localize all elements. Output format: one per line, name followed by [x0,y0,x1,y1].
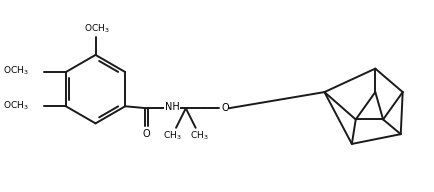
Text: O: O [221,103,229,113]
Text: OCH$_3$: OCH$_3$ [3,65,29,77]
Text: OCH$_3$: OCH$_3$ [84,22,109,35]
Text: O: O [143,129,151,139]
Text: CH$_3$: CH$_3$ [190,129,209,142]
Text: CH$_3$: CH$_3$ [163,129,181,142]
Text: NH: NH [165,102,180,112]
Text: OCH$_3$: OCH$_3$ [3,99,29,112]
